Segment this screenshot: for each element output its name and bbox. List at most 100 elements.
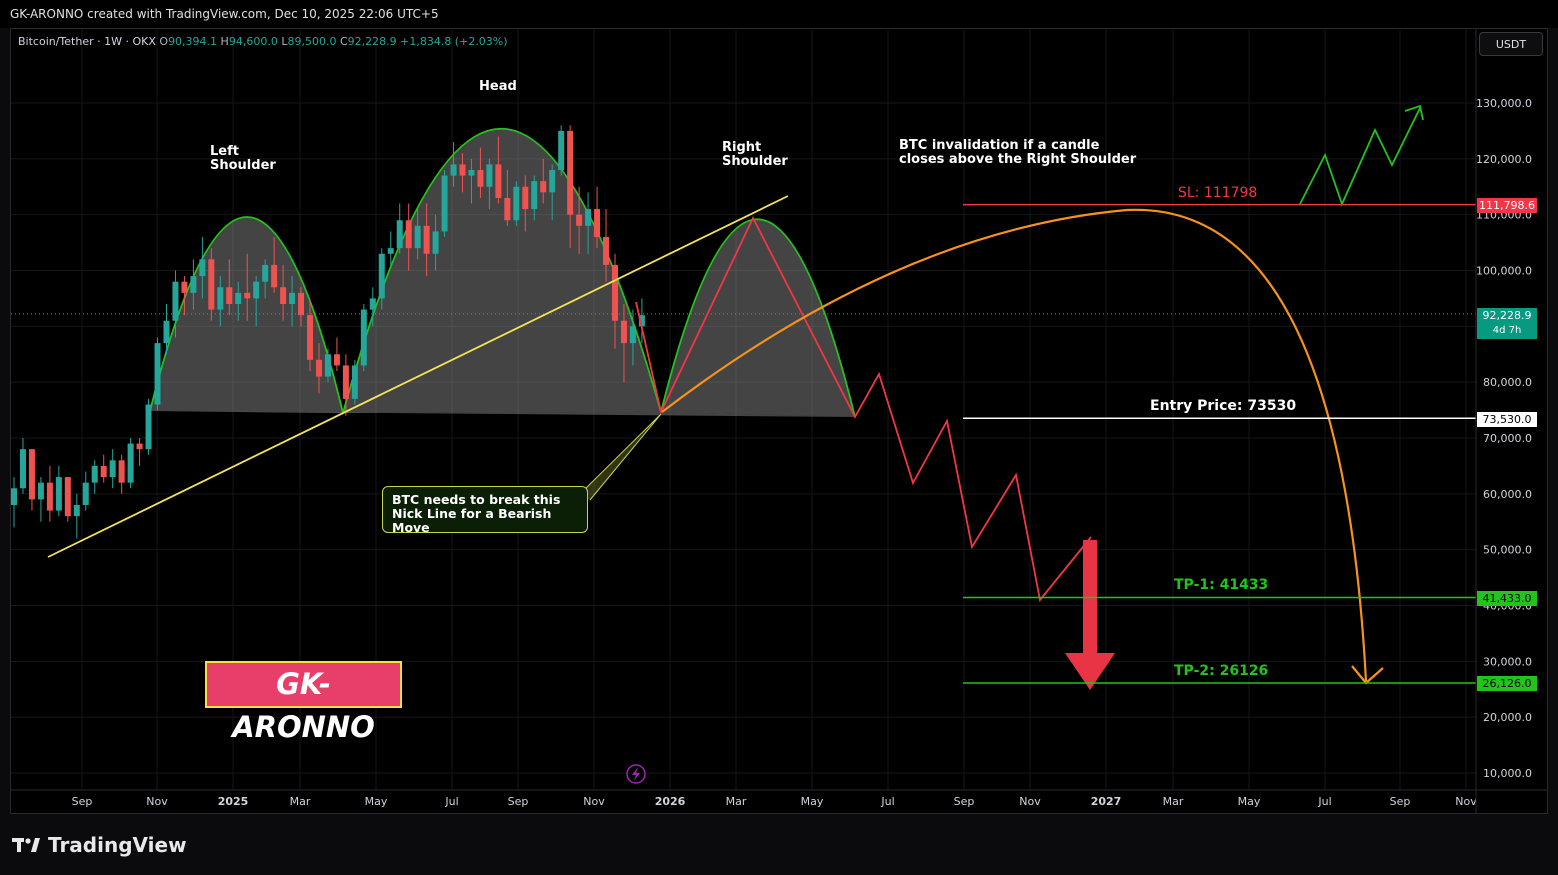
candle (513, 181, 520, 226)
candle (181, 276, 188, 316)
candle (127, 438, 134, 489)
candle-body (540, 181, 547, 193)
candle-body (405, 220, 412, 249)
candle (136, 438, 143, 466)
candle-body (73, 505, 80, 517)
symbol-name: Bitcoin/Tether · 1W · OKX (18, 35, 156, 48)
low-value: 89,500.0 (287, 35, 337, 48)
x-tick-label: May (365, 795, 388, 808)
attribution-text: GK-ARONNO created with TradingView.com, … (10, 7, 439, 21)
current-price-tag: 92,228.9 4d 7h (1477, 308, 1537, 339)
left-shoulder-label: Left Shoulder (210, 144, 276, 173)
candle-body (567, 130, 574, 215)
candle (11, 477, 17, 528)
candle-body (441, 175, 448, 232)
candle (351, 359, 358, 405)
candle-body (531, 181, 538, 210)
y-tick-label: 10,000.0 (1483, 767, 1532, 780)
right-shoulder-label: Right Shoulder (722, 140, 788, 169)
candle-body (100, 465, 107, 478)
candle-body (432, 231, 439, 254)
candle (585, 192, 592, 254)
candle-body (603, 237, 610, 265)
candle (91, 460, 98, 494)
symbol-info: Bitcoin/Tether · 1W · OKX O90,394.1 H94,… (18, 35, 508, 48)
candle (82, 471, 89, 511)
candle-body (522, 186, 529, 210)
candle (315, 343, 322, 394)
candle-body (127, 443, 134, 483)
candle (423, 203, 430, 277)
candle (567, 125, 574, 249)
candle (342, 354, 349, 416)
candle (324, 348, 331, 383)
candle (55, 465, 62, 517)
currency-button[interactable]: USDT (1479, 32, 1543, 56)
candle-body (620, 320, 627, 344)
tradingview-logo[interactable]: TradingView (12, 833, 187, 857)
lightning-icon (626, 764, 646, 784)
tradingview-text: TradingView (48, 833, 187, 857)
candle-body (468, 170, 475, 176)
candle-body (55, 477, 62, 511)
candle (190, 259, 197, 310)
candle (620, 304, 627, 383)
y-tick-label: 20,000.0 (1483, 711, 1532, 724)
x-tick-label: Sep (72, 795, 93, 808)
invalidation-note: BTC invalidation if a candle closes abov… (899, 138, 1137, 167)
x-tick-label: Jul (880, 795, 894, 808)
candle-body (450, 164, 457, 176)
candle-body (360, 309, 367, 366)
candle (387, 231, 394, 265)
candle-body (477, 170, 484, 187)
candle-body (378, 253, 385, 299)
candle-body (594, 209, 601, 237)
x-tick-label: Mar (1163, 795, 1184, 808)
candle-body (253, 281, 260, 299)
candle (603, 209, 610, 282)
close-value: 92,228.9 (347, 35, 397, 48)
top-bar: GK-ARONNO created with TradingView.com, … (0, 0, 1558, 28)
tp2-price-tag: 26,126.0 (1477, 676, 1537, 691)
invalidation-path (1299, 107, 1421, 207)
candle-body (28, 449, 35, 500)
candle-body (190, 276, 197, 293)
candle (28, 449, 35, 511)
candle-body (585, 209, 592, 226)
candle (441, 170, 448, 237)
x-tick-label: Nov (1019, 795, 1041, 808)
candle (360, 304, 367, 371)
candle-body (64, 477, 71, 517)
tradingview-icon (12, 833, 42, 857)
candle-body (217, 287, 224, 310)
entry-price-tag: 73,530.0 (1477, 412, 1537, 427)
candle-body (369, 298, 376, 310)
orange-projection-curve (661, 208, 1368, 682)
candle-body (629, 326, 636, 344)
y-tick-label: 80,000.0 (1483, 376, 1532, 389)
candle (629, 309, 636, 366)
candle (477, 147, 484, 198)
x-tick-label: May (801, 795, 824, 808)
x-tick-label: Nov (583, 795, 605, 808)
x-tick-label: Jul (1317, 795, 1331, 808)
high-value: 94,600.0 (228, 35, 278, 48)
x-tick-label: Jul (444, 795, 458, 808)
candle (154, 337, 161, 411)
candle (172, 270, 179, 338)
candle-body (280, 287, 287, 304)
head-label: Head (479, 79, 517, 94)
invalidation-arrowhead-icon (1404, 104, 1424, 121)
right-shoulder-arc (660, 218, 856, 418)
candle-body (244, 292, 251, 299)
orange-arrowhead-icon (1351, 665, 1384, 685)
candle-body (199, 259, 206, 277)
x-tick-label: Nov (1455, 795, 1477, 808)
candle (333, 337, 340, 371)
countdown: 4d 7h (1492, 325, 1522, 336)
candle (495, 136, 502, 204)
entry-label: Entry Price: 73530 (1150, 398, 1297, 414)
x-tick-label: Sep (508, 795, 529, 808)
candle-body (11, 488, 17, 505)
